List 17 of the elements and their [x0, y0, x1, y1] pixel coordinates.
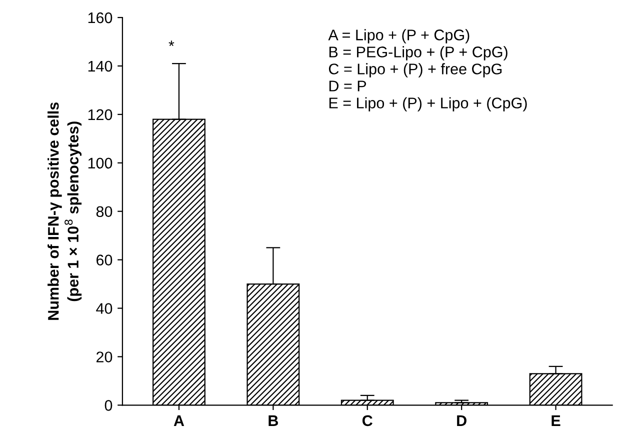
- annotation: A = Lipo + (P + CpG) B = PEG-Lipo + (P + CpG) C = Lipo + (P) + free CpG D = P E = Lipo + (P) + Lipo + (CpG): [328, 29, 527, 112]
- y-tick-label: 160: [88, 12, 112, 24]
- x-tick-label: B: [268, 415, 278, 426]
- annotation: *: [168, 40, 174, 46]
- y-axis-title: Number of IFN-γ positive cells (per 1 × 10$^{8}$ splenocytes): [48, 102, 82, 320]
- y-tick-label: 80: [96, 206, 112, 218]
- x-tick-label: A: [174, 415, 184, 426]
- x-tick-label: E: [552, 415, 560, 426]
- y-tick-label: 60: [96, 254, 112, 266]
- y-tick-label: 40: [96, 303, 112, 314]
- y-tick-label: 20: [96, 352, 112, 362]
- y-tick-label: 120: [88, 109, 112, 120]
- x-tick-label: C: [362, 415, 372, 426]
- x-tick-label: D: [457, 415, 466, 426]
- y-tick-label: 100: [88, 158, 112, 169]
- y-tick-label: 0: [104, 400, 112, 411]
- y-tick-label: 140: [88, 60, 112, 72]
